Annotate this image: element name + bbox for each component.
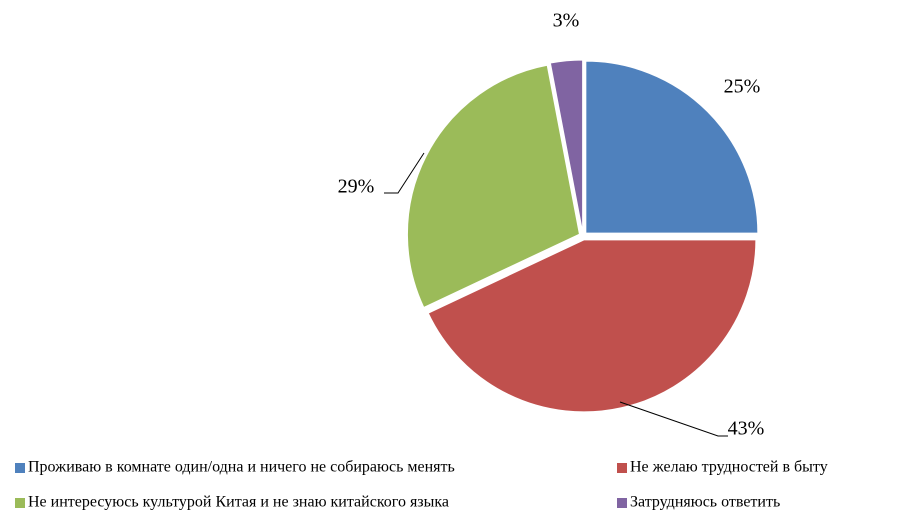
pie-slice xyxy=(427,239,757,413)
legend-label: Проживаю в комнате один/одна и ничего не… xyxy=(28,459,455,476)
legend-label: Затрудняюсь ответить xyxy=(630,494,780,511)
legend-swatch xyxy=(617,463,627,473)
pie-slice xyxy=(585,60,759,234)
legend-label: Не интересуюсь культурой Китая и не знаю… xyxy=(28,494,449,511)
pie-slice xyxy=(549,59,584,233)
data-label: 43% xyxy=(728,418,765,440)
data-label: 29% xyxy=(338,176,375,198)
legend-swatch xyxy=(617,498,627,508)
pie-slice xyxy=(406,64,580,309)
leader-line xyxy=(619,401,728,437)
data-label: 25% xyxy=(724,76,761,98)
legend-swatch xyxy=(15,498,25,508)
leader-line xyxy=(384,152,425,194)
legend-label: Не желаю трудностей в быту xyxy=(630,459,828,476)
legend-swatch xyxy=(15,463,25,473)
data-label: 3% xyxy=(553,10,580,32)
